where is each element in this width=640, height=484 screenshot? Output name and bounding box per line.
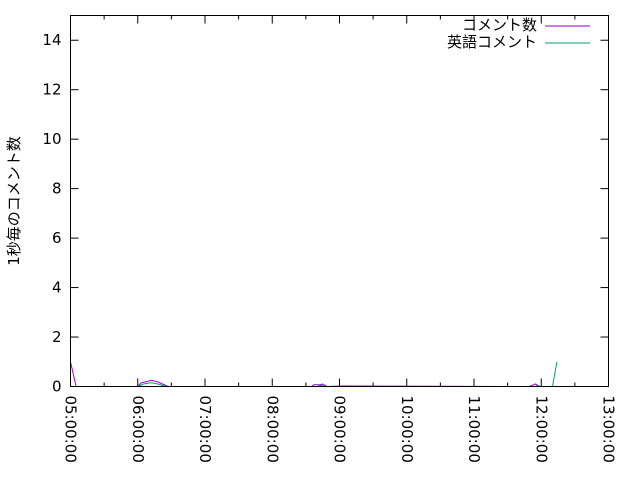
x-tick-label: 13:00:00 xyxy=(600,396,618,463)
plot-border xyxy=(70,15,609,387)
x-tick-label: 11:00:00 xyxy=(465,396,483,463)
y-tick-label: 10 xyxy=(42,130,61,148)
chart-marks xyxy=(70,361,558,388)
x-tick-label: 08:00:00 xyxy=(263,396,281,463)
y-tick-label: 0 xyxy=(52,378,62,396)
x-tick-label: 05:00:00 xyxy=(62,396,80,463)
legend-label-0: コメント数 xyxy=(462,16,537,34)
y-axis: 0 2 4 6 8 10 12 14 xyxy=(42,31,609,396)
y-axis-label: 1秒毎のコメント数 xyxy=(5,136,23,266)
x-tick-label: 06:00:00 xyxy=(129,396,147,463)
series-line-0 xyxy=(70,361,557,388)
x-tick-label: 07:00:00 xyxy=(196,396,214,463)
x-tick-label: 10:00:00 xyxy=(398,396,416,463)
legend: コメント数 英語コメント xyxy=(447,16,590,51)
x-axis: 05:00:00 06:00:00 07:00:00 08:00:00 09:00:00… xyxy=(62,15,618,463)
series-line-1 xyxy=(137,361,558,387)
y-tick-label: 8 xyxy=(52,180,62,198)
x-tick-label: 09:00:00 xyxy=(331,396,349,463)
y-tick-label: 4 xyxy=(52,279,62,297)
y-tick-label: 12 xyxy=(42,81,61,99)
x-tick-label: 12:00:00 xyxy=(532,396,550,463)
y-tick-label: 14 xyxy=(42,31,61,49)
y-tick-label: 2 xyxy=(52,328,62,346)
y-tick-label: 6 xyxy=(52,229,62,247)
legend-label-1: 英語コメント xyxy=(447,33,537,51)
